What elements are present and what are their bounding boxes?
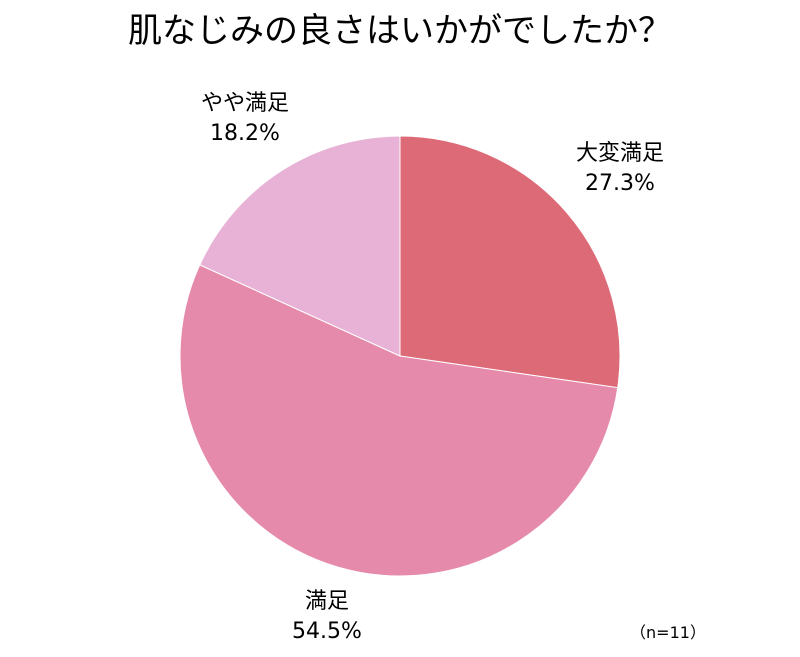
- slice-value-somewhat-satisfied: 18.2%: [210, 121, 280, 146]
- slice-label-group: 大変満足 27.3% 満足 54.5% やや満足 18.2%: [201, 91, 664, 644]
- pie-slice-very-satisfied: [399, 135, 621, 389]
- pie-slices: [179, 135, 621, 577]
- slice-value-satisfied: 54.5%: [292, 619, 362, 644]
- pie-slice-satisfied: [179, 264, 619, 577]
- slice-label-very-satisfied: 大変満足: [576, 141, 664, 166]
- sample-size-note: （n=11）: [630, 623, 706, 642]
- slice-label-satisfied: 満足: [305, 589, 349, 614]
- pie-slice-somewhat-satisfied: [199, 135, 401, 357]
- slice-value-very-satisfied: 27.3%: [585, 171, 655, 196]
- chart-title: 肌なじみの良さはいかがでしたか？: [128, 11, 672, 51]
- slice-label-somewhat-satisfied: やや満足: [201, 91, 289, 116]
